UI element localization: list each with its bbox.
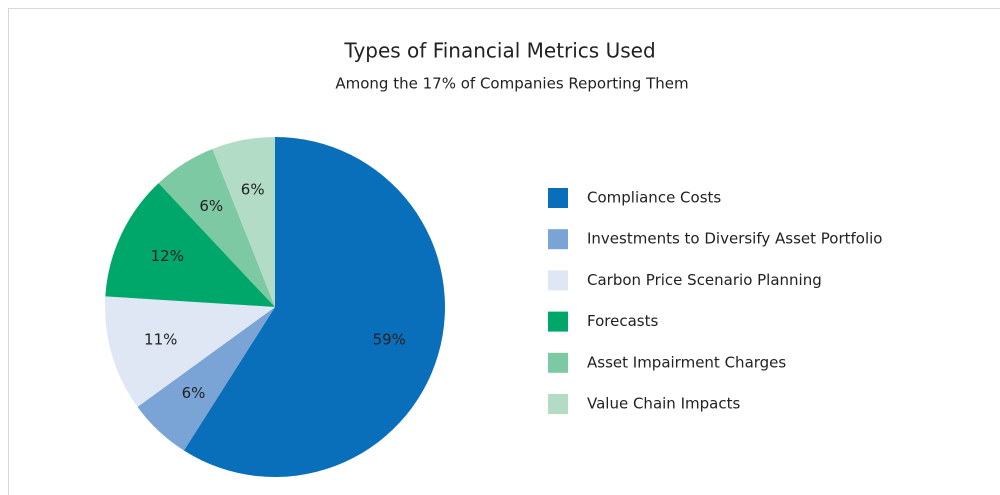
legend-label: Carbon Price Scenario Planning xyxy=(587,271,822,289)
pie-slice xyxy=(183,137,446,478)
data-label: 6% xyxy=(199,197,223,215)
legend-swatch xyxy=(548,270,568,291)
frame xyxy=(8,8,1000,495)
legend-swatch xyxy=(548,352,568,373)
legend-label: Value Chain Impacts xyxy=(587,395,740,413)
pie-slice xyxy=(105,183,276,307)
legend-swatch xyxy=(548,311,568,332)
data-label: 59% xyxy=(373,331,406,349)
pie-slice xyxy=(105,296,275,407)
legend-label: Investments to Diversify Asset Portfolio xyxy=(587,230,882,248)
chart-title: Types of Financial Metrics Used xyxy=(343,39,655,63)
legend-label: Compliance Costs xyxy=(587,189,721,207)
pie-slice xyxy=(158,148,275,307)
legend-swatch xyxy=(548,188,568,208)
pie-slice xyxy=(212,137,275,307)
legend-label: Forecasts xyxy=(587,312,658,330)
chart-subtitle: Among the 17% of Companies Reporting The… xyxy=(335,75,688,93)
legend-label: Asset Impairment Charges xyxy=(587,353,786,371)
legend-swatch xyxy=(548,229,568,250)
data-label: 12% xyxy=(151,247,184,265)
legend-swatch xyxy=(548,394,568,414)
data-label: 11% xyxy=(144,331,177,349)
data-label: 6% xyxy=(182,384,206,402)
data-label: 6% xyxy=(241,181,265,199)
pie-slice xyxy=(137,307,275,451)
